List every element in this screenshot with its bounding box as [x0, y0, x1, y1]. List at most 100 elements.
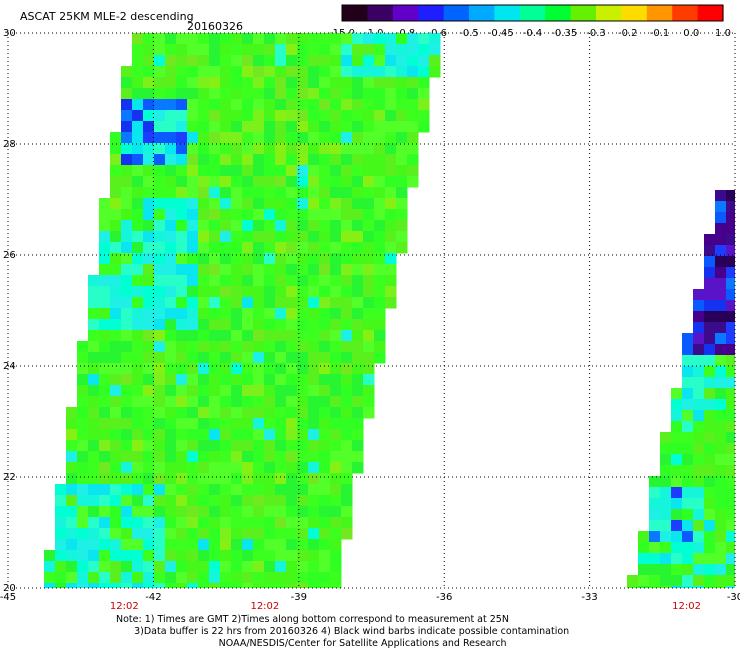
swath-cell — [726, 465, 735, 477]
swath-cell — [330, 275, 342, 287]
swath-cell — [715, 201, 727, 213]
swath-cell — [715, 311, 727, 323]
swath-cell — [319, 462, 331, 474]
swath-cell — [77, 473, 89, 485]
swath-cell — [143, 253, 155, 265]
swath-cell — [297, 396, 309, 408]
swath-cell — [154, 44, 166, 56]
swath-cell — [121, 561, 133, 573]
swath-cell — [165, 99, 177, 111]
swath-cell — [297, 121, 309, 133]
swath-cell — [363, 44, 375, 56]
swath-cell — [308, 187, 320, 199]
swath-cell — [220, 242, 232, 254]
swath-cell — [286, 407, 298, 419]
swath-cell — [99, 528, 111, 540]
swath-cell — [187, 209, 199, 221]
swath-cell — [341, 462, 353, 474]
swath-cell — [121, 66, 133, 78]
swath-cell — [154, 143, 166, 155]
swath-cell — [374, 209, 386, 221]
swath-cell — [187, 44, 199, 56]
swath-cell — [209, 121, 221, 133]
swath-cell — [275, 165, 287, 177]
latitude-label: 28 — [3, 139, 16, 150]
swath-cell — [308, 363, 320, 375]
swath-cell — [363, 385, 375, 397]
swath-cell — [143, 440, 155, 452]
swath-cell — [55, 550, 67, 562]
swath-cell — [319, 220, 331, 232]
swath-cell — [220, 44, 232, 56]
swath-cell — [143, 407, 155, 419]
swath-cell — [264, 583, 276, 588]
swath-cell — [198, 462, 210, 474]
swath-cell — [253, 176, 265, 188]
swath-cell — [132, 385, 144, 397]
swath-cell — [297, 583, 309, 588]
swath-cell — [242, 396, 254, 408]
swath-cell — [286, 429, 298, 441]
swath-cell — [407, 33, 419, 45]
swath-cell — [154, 308, 166, 320]
swath-cell — [176, 407, 188, 419]
swath-cell — [297, 440, 309, 452]
swath-cell — [352, 176, 364, 188]
swath-cell — [715, 322, 727, 334]
swath-cell — [726, 509, 735, 521]
swath-cell — [352, 220, 364, 232]
swath-cell — [220, 385, 232, 397]
swath-cell — [341, 407, 353, 419]
swath-cell — [220, 341, 232, 353]
swath-cell — [319, 209, 331, 221]
swath-cell — [385, 286, 397, 298]
swath-cell — [363, 341, 375, 353]
swath-cell — [187, 33, 199, 45]
swath-cell — [143, 231, 155, 243]
swath-cell — [176, 275, 188, 287]
swath-cell — [66, 451, 78, 463]
swath-cell — [660, 586, 672, 588]
swath-cell — [297, 253, 309, 265]
swath-cell — [308, 132, 320, 144]
swath-cell — [330, 121, 342, 133]
swath-cell — [176, 253, 188, 265]
swath-cell — [88, 308, 100, 320]
swath-cell — [198, 55, 210, 67]
swath-cell — [209, 440, 221, 452]
swath-cell — [88, 297, 100, 309]
swath-cell — [341, 99, 353, 111]
swath-cell — [231, 473, 243, 485]
swath-cell — [55, 583, 67, 588]
swath-cell — [231, 198, 243, 210]
swath-cell — [220, 55, 232, 67]
swath-cell — [341, 44, 353, 56]
swath-cell — [286, 528, 298, 540]
swath-cell — [396, 154, 408, 166]
swath-cell — [66, 429, 78, 441]
swath-cell — [275, 275, 287, 287]
swath-cell — [660, 443, 672, 455]
swath-cell — [286, 297, 298, 309]
swath-cell — [341, 110, 353, 122]
swath-cell — [693, 487, 705, 499]
swath-cell — [231, 517, 243, 529]
swath-cell — [429, 55, 441, 67]
swath-cell — [704, 333, 716, 345]
swath-cell — [209, 561, 221, 573]
swath-cell — [77, 429, 89, 441]
swath-cell — [363, 297, 375, 309]
swath-cell — [660, 476, 672, 488]
swath-cell — [374, 231, 386, 243]
swath-cell — [110, 132, 122, 144]
swath-cell — [649, 564, 661, 576]
swath-cell — [363, 132, 375, 144]
swath-cell — [176, 418, 188, 430]
swath-cell — [396, 110, 408, 122]
swath-cell — [143, 550, 155, 562]
swath-cell — [132, 418, 144, 430]
swath-cell — [55, 561, 67, 573]
swath-cell — [671, 575, 683, 587]
swath-cell — [143, 286, 155, 298]
swath-cell — [220, 451, 232, 463]
